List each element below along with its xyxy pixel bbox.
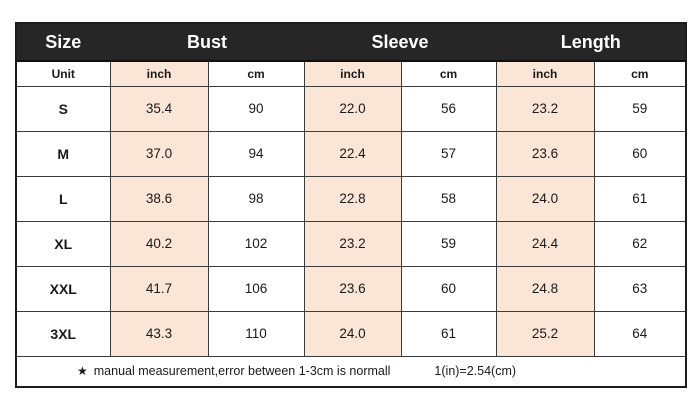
cell-length-cm: 64 (593, 310, 687, 357)
cell-bust-cm: 110 (207, 310, 305, 357)
unit-conversion-text: 1(in)=2.54(cm) (434, 364, 517, 379)
cell-length-inch: 24.8 (495, 265, 595, 312)
unit-cell-sleeve-cm: cm (400, 60, 497, 87)
cell-sleeve-cm: 57 (400, 130, 497, 177)
cell-sleeve-inch: 24.0 (303, 310, 402, 357)
cell-sleeve-cm: 61 (400, 310, 497, 357)
table-row-m: M 37.0 94 22.4 57 23.6 60 (15, 130, 687, 177)
cell-length-inch: 24.0 (495, 175, 595, 222)
cell-sleeve-inch: 22.8 (303, 175, 402, 222)
unit-cell-length-inch: inch (495, 60, 595, 87)
cell-length-cm: 63 (593, 265, 687, 312)
cell-sleeve-inch: 23.2 (303, 220, 402, 267)
cell-length-cm: 61 (593, 175, 687, 222)
cell-length-cm: 59 (593, 85, 687, 132)
size-label: XL (15, 220, 111, 267)
cell-bust-cm: 90 (207, 85, 305, 132)
cell-length-inch: 25.2 (495, 310, 595, 357)
cell-sleeve-inch: 23.6 (303, 265, 402, 312)
size-label: M (15, 130, 111, 177)
size-chart-table: Size Bust Sleeve Length Unit inch cm inc… (15, 22, 687, 388)
cell-sleeve-inch: 22.4 (303, 130, 402, 177)
cell-bust-cm: 94 (207, 130, 305, 177)
cell-bust-cm: 106 (207, 265, 305, 312)
unit-cell-bust-inch: inch (109, 60, 209, 87)
table-footer-row: ★ manual measurement,error between 1-3cm… (15, 355, 687, 388)
cell-length-inch: 24.4 (495, 220, 595, 267)
cell-length-cm: 62 (593, 220, 687, 267)
unit-cell-length-cm: cm (593, 60, 687, 87)
table-row-3xl: 3XL 43.3 110 24.0 61 25.2 64 (15, 310, 687, 357)
table-row-s: S 35.4 90 22.0 56 23.2 59 (15, 85, 687, 132)
size-label: S (15, 85, 111, 132)
header-bust: Bust (109, 22, 305, 62)
unit-label: Unit (15, 60, 111, 87)
cell-sleeve-inch: 22.0 (303, 85, 402, 132)
size-label: L (15, 175, 111, 222)
cell-sleeve-cm: 59 (400, 220, 497, 267)
cell-sleeve-cm: 58 (400, 175, 497, 222)
table-header-row: Size Bust Sleeve Length (15, 22, 687, 62)
cell-sleeve-cm: 56 (400, 85, 497, 132)
cell-bust-cm: 98 (207, 175, 305, 222)
cell-bust-cm: 102 (207, 220, 305, 267)
star-icon: ★ (77, 364, 88, 379)
cell-bust-inch: 40.2 (109, 220, 209, 267)
cell-sleeve-cm: 60 (400, 265, 497, 312)
unit-cell-sleeve-inch: inch (303, 60, 402, 87)
measurement-note: ★ manual measurement,error between 1-3cm… (17, 364, 685, 378)
header-size: Size (15, 22, 111, 62)
header-length: Length (495, 22, 687, 62)
cell-bust-inch: 35.4 (109, 85, 209, 132)
cell-length-inch: 23.6 (495, 130, 595, 177)
header-sleeve: Sleeve (303, 22, 497, 62)
measurement-note-text: manual measurement,error between 1-3cm i… (93, 364, 391, 379)
unit-cell-bust-cm: cm (207, 60, 305, 87)
cell-bust-inch: 38.6 (109, 175, 209, 222)
size-label: XXL (15, 265, 111, 312)
cell-bust-inch: 41.7 (109, 265, 209, 312)
size-label: 3XL (15, 310, 111, 357)
table-row-xxl: XXL 41.7 106 23.6 60 24.8 63 (15, 265, 687, 312)
cell-bust-inch: 37.0 (109, 130, 209, 177)
cell-bust-inch: 43.3 (109, 310, 209, 357)
unit-row: Unit inch cm inch cm inch cm (15, 60, 687, 87)
table-row-l: L 38.6 98 22.8 58 24.0 61 (15, 175, 687, 222)
cell-length-cm: 60 (593, 130, 687, 177)
cell-length-inch: 23.2 (495, 85, 595, 132)
table-row-xl: XL 40.2 102 23.2 59 24.4 62 (15, 220, 687, 267)
